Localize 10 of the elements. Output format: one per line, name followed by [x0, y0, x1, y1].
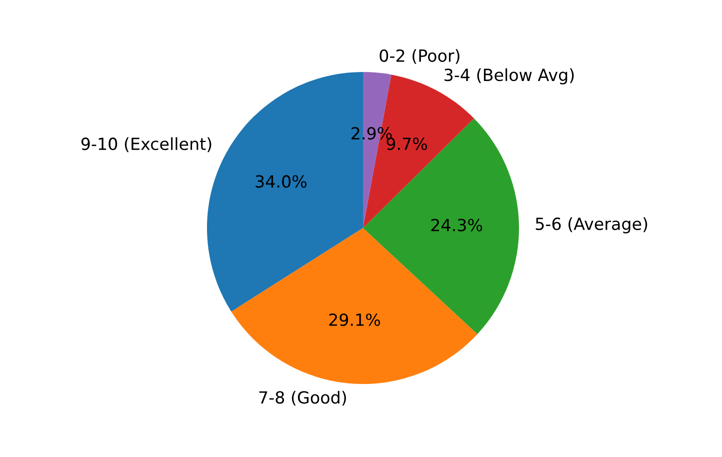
data-label: 34.0%: [256, 175, 307, 188]
data-label: 9.7%: [386, 138, 428, 150]
data-label: 2.9%: [352, 127, 392, 140]
slice-label: 5-6 (Average): [536, 217, 648, 234]
slice-label: 9-10 (Excellent): [81, 137, 212, 152]
data-label: 29.1%: [329, 313, 380, 326]
slice-label: 0-2 (Poor): [380, 49, 460, 64]
slice-label: 3-4 (Below Avg): [444, 68, 574, 84]
data-label: 24.3%: [431, 218, 482, 232]
slice-label: 7-8 (Good): [259, 390, 346, 406]
